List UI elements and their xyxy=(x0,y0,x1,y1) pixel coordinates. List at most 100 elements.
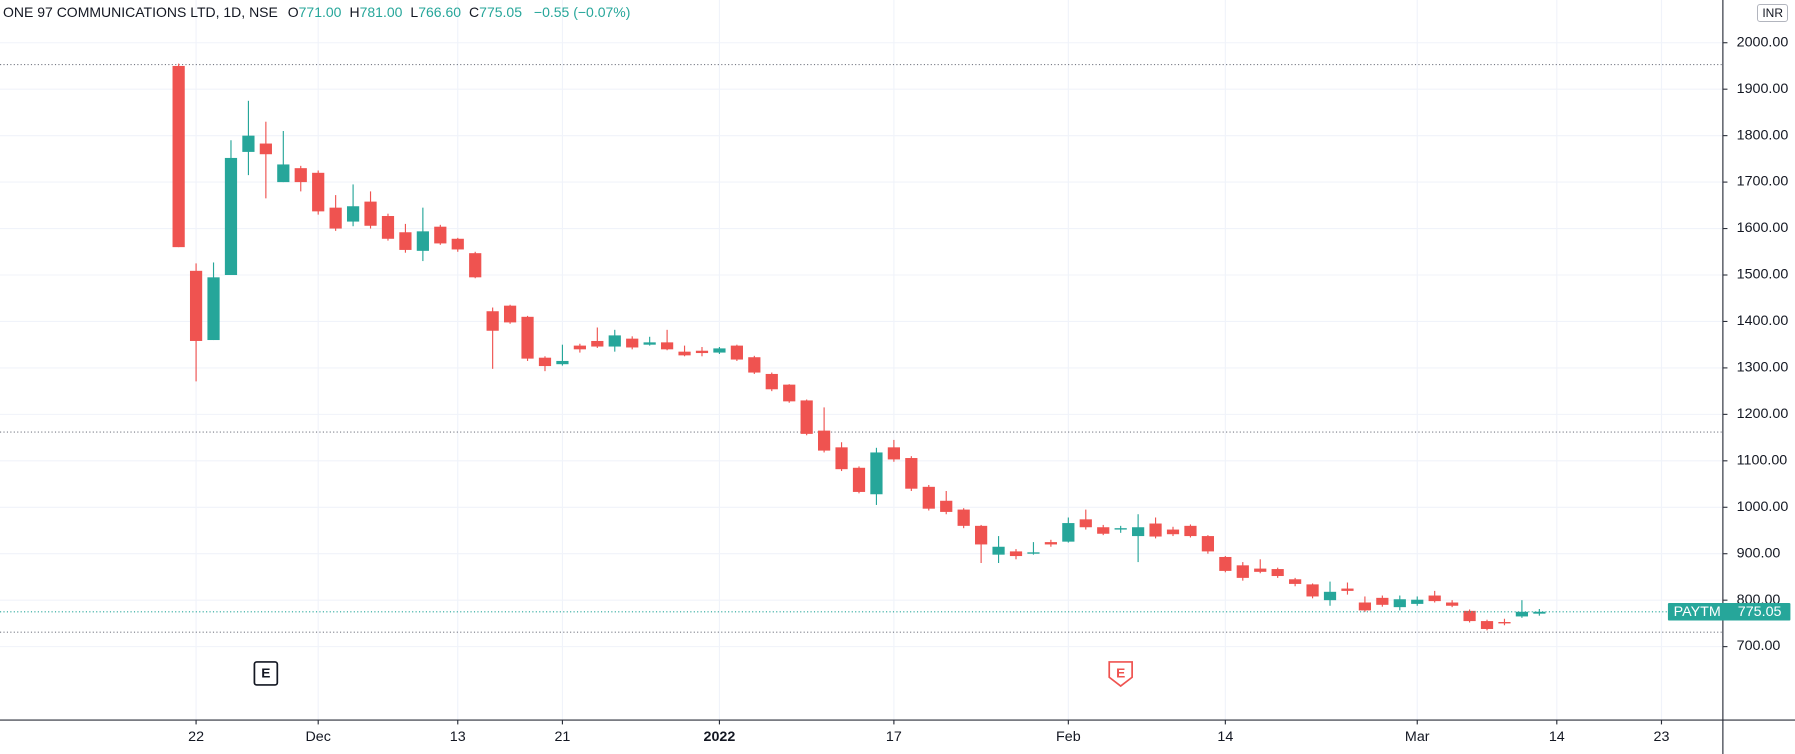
candle-body xyxy=(1044,542,1057,545)
candle-body xyxy=(172,65,185,248)
price-change: −0.55 (−0.07%) xyxy=(533,4,631,20)
candle-body xyxy=(189,270,203,341)
ohlc-key: C xyxy=(469,4,480,20)
candle-body xyxy=(748,357,761,373)
candle-body xyxy=(1306,584,1319,597)
candle-body xyxy=(1079,519,1092,528)
price-tag xyxy=(1667,602,1791,621)
candle-body xyxy=(626,338,639,348)
x-tick-label: 21 xyxy=(554,728,570,744)
ohlc-key: L xyxy=(410,4,419,20)
candle-body xyxy=(486,311,499,331)
candle-body xyxy=(765,373,778,390)
candle-body xyxy=(1097,527,1110,534)
candle-body xyxy=(1446,602,1459,606)
candle-body xyxy=(835,447,848,470)
last-price-label: 775.05 xyxy=(1738,603,1782,619)
candle-body xyxy=(852,467,866,492)
candle-body xyxy=(538,357,552,367)
candle-body xyxy=(783,384,796,402)
x-tick-label: 14 xyxy=(1217,728,1233,744)
candle-body xyxy=(678,351,691,356)
y-tick-label: 1700.00 xyxy=(1737,173,1789,189)
candle-body xyxy=(1271,569,1284,577)
candle-body xyxy=(608,335,621,347)
candle-body xyxy=(1498,622,1511,624)
symbol-legend: ONE 97 COMMUNICATIONS LTD, 1D, NSE O771.… xyxy=(3,4,638,20)
y-tick-label: 1100.00 xyxy=(1737,452,1788,468)
currency-button[interactable]: INR xyxy=(1757,4,1788,22)
candle-body xyxy=(434,226,447,244)
earnings-marker[interactable]: E xyxy=(253,661,279,686)
candle-body xyxy=(992,546,1005,555)
candle-body xyxy=(399,232,412,250)
marker-label: E xyxy=(261,666,270,681)
x-tick-label: 23 xyxy=(1654,728,1670,744)
candle-body xyxy=(975,525,988,545)
candle-body xyxy=(1236,565,1249,578)
candle-body xyxy=(1480,621,1494,629)
candle-body xyxy=(259,143,272,155)
candle-body xyxy=(1219,556,1232,571)
y-tick-label: 1800.00 xyxy=(1737,127,1789,143)
marker-label: E xyxy=(1116,666,1125,681)
candle-body xyxy=(503,305,517,323)
ohlc-value: 766.60 xyxy=(418,4,462,20)
candle-body xyxy=(1358,602,1372,611)
ohlc-value: 775.05 xyxy=(479,4,522,20)
x-tick-label: 13 xyxy=(450,728,466,744)
candle-body xyxy=(1289,579,1302,584)
candle-body xyxy=(660,342,674,350)
earnings-marker[interactable]: E xyxy=(1108,661,1133,688)
candle-body xyxy=(242,135,255,152)
candle-body xyxy=(1393,599,1406,608)
candle-body xyxy=(277,164,290,183)
x-tick-label: 14 xyxy=(1549,728,1565,744)
candle-body xyxy=(940,500,953,512)
y-tick-label: 700.00 xyxy=(1737,638,1781,654)
candle-body xyxy=(713,348,726,353)
candle-body xyxy=(521,316,534,359)
candle-body xyxy=(1062,523,1075,542)
marker-shield xyxy=(1108,661,1133,688)
candle-body xyxy=(1027,552,1040,554)
candle-body xyxy=(207,277,220,341)
candle-body xyxy=(1323,591,1337,601)
candle-body xyxy=(1166,529,1180,535)
candle-body xyxy=(346,206,360,222)
candle-body xyxy=(730,345,743,360)
candle-body xyxy=(957,509,970,526)
ohlc-key: H xyxy=(349,4,360,20)
candle-body xyxy=(922,486,935,509)
ohlc-values: O771.00 H781.00 L766.60 C775.05 xyxy=(288,4,530,20)
candle-body xyxy=(695,350,709,354)
candle-body xyxy=(1114,528,1127,530)
candle-body xyxy=(469,253,482,278)
y-tick-label: 1900.00 xyxy=(1737,80,1789,96)
x-tick-label: Feb xyxy=(1056,728,1081,744)
y-tick-label: 1400.00 xyxy=(1737,312,1789,328)
candle-body xyxy=(1184,525,1197,537)
candle-body xyxy=(905,458,918,489)
marker-box xyxy=(253,661,279,686)
candle-body xyxy=(573,345,586,350)
y-tick-label: 1600.00 xyxy=(1737,219,1789,235)
symbol-title: ONE 97 COMMUNICATIONS LTD, 1D, NSE xyxy=(3,4,278,20)
candle-body xyxy=(887,447,900,460)
candle-body xyxy=(870,452,883,495)
y-tick-label: 1200.00 xyxy=(1737,405,1789,421)
y-tick-label: 900.00 xyxy=(1737,545,1781,561)
candle-body xyxy=(591,340,604,347)
candle-body xyxy=(1201,536,1215,552)
candle-body xyxy=(1533,611,1546,614)
x-tick-label: Mar xyxy=(1405,728,1430,744)
x-tick-label: 2022 xyxy=(704,728,736,744)
candle-body xyxy=(312,172,325,212)
candle-body xyxy=(224,157,238,276)
x-tick-label: 22 xyxy=(188,728,204,744)
y-tick-label: 2000.00 xyxy=(1737,34,1789,50)
candle-body xyxy=(381,216,395,239)
candle-body xyxy=(364,201,377,226)
